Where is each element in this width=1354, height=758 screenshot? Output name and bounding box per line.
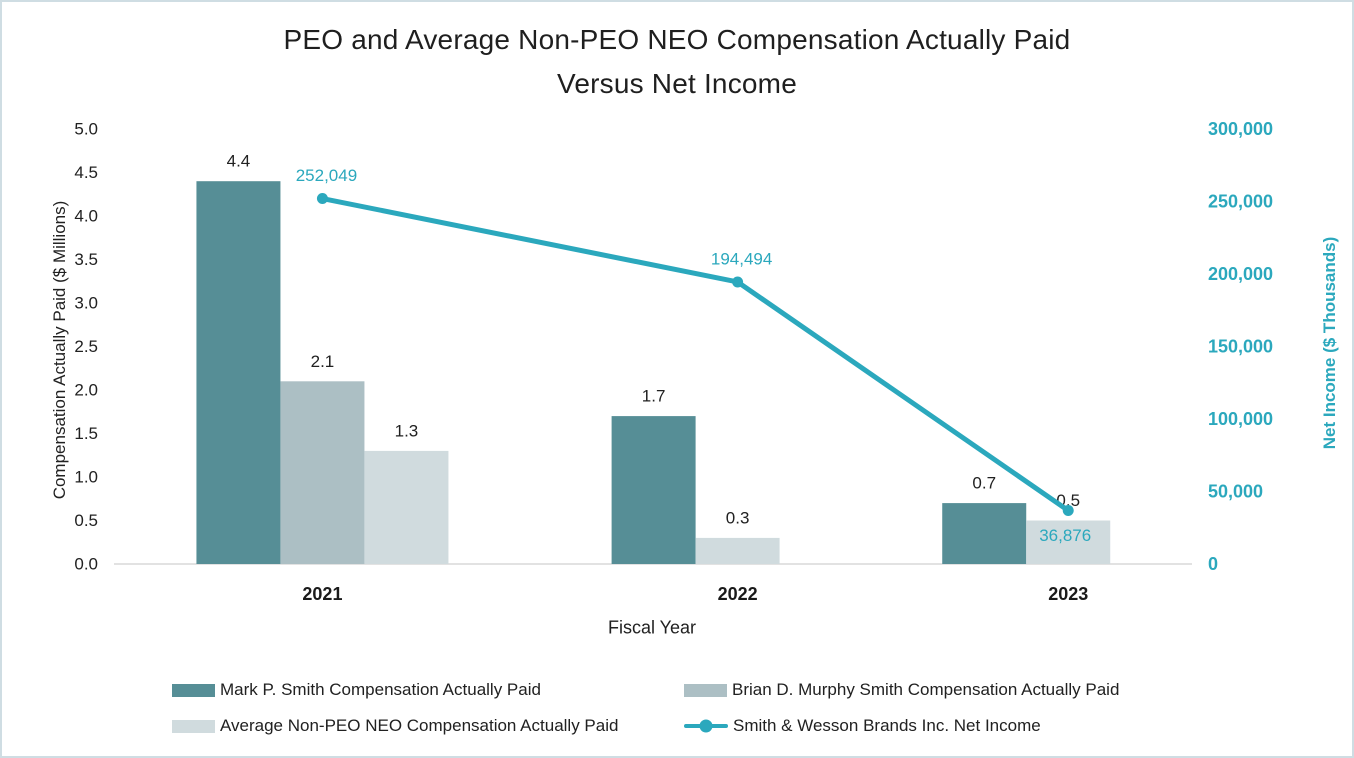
left-axis-tick: 2.5	[74, 337, 98, 356]
legend-item-net-income: Smith & Wesson Brands Inc. Net Income	[684, 716, 1041, 736]
left-axis-tick: 3.0	[74, 294, 98, 313]
legend-label-mark: Mark P. Smith Compensation Actually Paid	[220, 680, 541, 699]
x-axis-title: Fiscal Year	[607, 617, 697, 638]
left-axis-tick: 2.0	[74, 381, 98, 400]
bar-label-mark-2021: 4.4	[227, 152, 251, 171]
legend-label-brian: Brian D. Murphy Smith Compensation Actua…	[732, 680, 1120, 699]
bar-mark-2023	[942, 503, 1027, 564]
bar-label-brian-2021: 2.1	[311, 352, 335, 371]
left-axis-title: Compensation Actually Paid ($ Millions)	[50, 200, 69, 500]
left-axis-tick: 1.0	[74, 468, 98, 487]
net-income-label-2023: 36,876	[1039, 526, 1091, 545]
right-axis-tick: 300,000	[1208, 119, 1273, 139]
legend-label-avg: Average Non-PEO NEO Compensation Actuall…	[220, 716, 619, 735]
right-axis-tick: 250,000	[1208, 192, 1273, 212]
bar-avg-2021	[364, 450, 449, 564]
bar-avg-2023	[1026, 520, 1111, 564]
legend-line-marker-icon	[684, 719, 728, 733]
right-axis-tick: 200,000	[1208, 264, 1273, 284]
x-axis-category-label: 2023	[1048, 584, 1088, 604]
right-axis-tick: 100,000	[1208, 409, 1273, 429]
chart-title-line1: PEO and Average Non-PEO NEO Compensation…	[283, 24, 1071, 55]
right-axis-tick: 50,000	[1208, 482, 1263, 502]
chart-title-line2: Versus Net Income	[557, 68, 797, 99]
x-axis-category-label: 2022	[718, 584, 758, 604]
legend-swatch-avg	[172, 719, 215, 733]
left-axis-tick: 3.5	[74, 250, 98, 269]
legend-item-mark: Mark P. Smith Compensation Actually Paid	[172, 680, 541, 700]
legend-label-net-income: Smith & Wesson Brands Inc. Net Income	[733, 716, 1041, 735]
right-axis-tick: 0	[1208, 554, 1218, 574]
legend-item-brian: Brian D. Murphy Smith Compensation Actua…	[684, 680, 1119, 700]
bar-label-avg-2021: 1.3	[395, 421, 419, 440]
net-income-label-2022: 194,494	[711, 249, 772, 268]
left-axis-tick: 1.5	[74, 424, 98, 443]
bar-label-mark-2023: 0.7	[972, 474, 996, 493]
net-income-marker-2023	[1062, 505, 1074, 517]
bar-label-avg-2022: 0.3	[726, 508, 750, 527]
chart-title: PEO and Average Non-PEO NEO Compensation…	[2, 18, 1352, 106]
bar-brian-2021	[280, 381, 365, 564]
left-axis-tick: 4.5	[74, 163, 98, 182]
net-income-marker-2022	[732, 276, 744, 288]
left-axis-tick: 0.5	[74, 511, 98, 530]
bar-mark-2022	[611, 416, 696, 564]
bar-avg-2022	[695, 537, 780, 564]
bar-label-mark-2022: 1.7	[642, 387, 666, 406]
left-axis-tick: 5.0	[74, 120, 98, 139]
left-axis-tick: 4.0	[74, 207, 98, 226]
legend-dot-icon	[699, 719, 713, 733]
right-axis-title: Net Income ($ Thousands)	[1320, 236, 1339, 450]
net-income-marker-2021	[316, 193, 328, 205]
bar-mark-2021	[196, 181, 281, 564]
legend-swatch-mark	[172, 683, 215, 697]
net-income-label-2021: 252,049	[296, 166, 357, 185]
x-axis-category-label: 2021	[302, 584, 342, 604]
legend-swatch-brian	[684, 683, 727, 697]
legend-item-avg: Average Non-PEO NEO Compensation Actuall…	[172, 716, 618, 736]
right-axis-tick: 150,000	[1208, 337, 1273, 357]
left-axis-tick: 0.0	[74, 555, 98, 574]
